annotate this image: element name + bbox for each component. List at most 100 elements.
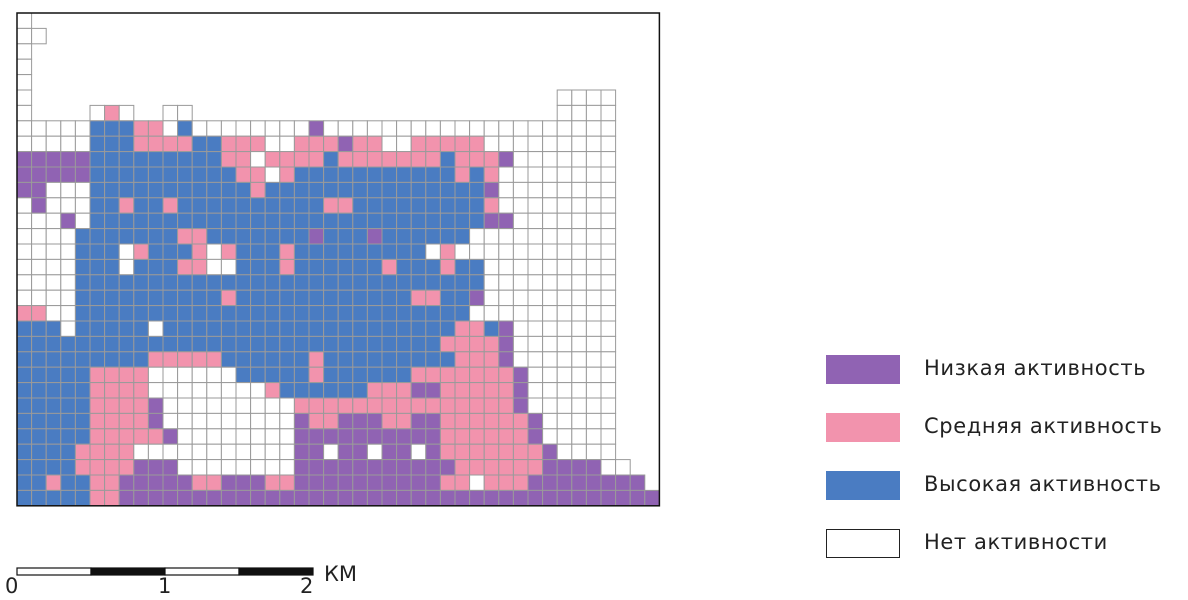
grid-cell <box>410 212 427 230</box>
grid-cell <box>74 397 91 414</box>
grid-cell <box>45 151 62 168</box>
grid-cell <box>308 459 325 476</box>
grid-cell <box>512 120 529 137</box>
grid-cell <box>162 443 179 461</box>
grid-cell <box>89 320 106 337</box>
grid-cell <box>31 212 47 230</box>
grid-cell <box>118 459 135 476</box>
grid-cell <box>469 181 485 199</box>
grid-cell <box>439 474 456 491</box>
grid-cell <box>206 228 222 245</box>
grid-cell <box>381 166 398 183</box>
grid-cell <box>104 320 120 337</box>
grid-cell <box>162 474 179 491</box>
grid-cell <box>527 351 544 368</box>
grid-cell <box>323 335 339 353</box>
grid-cell <box>16 382 33 399</box>
grid-cell <box>31 459 47 476</box>
grid-cell <box>512 166 529 183</box>
grid-cell <box>600 135 617 153</box>
grid-cell <box>454 181 471 199</box>
grid-cell <box>74 382 91 399</box>
grid-cell <box>16 428 33 445</box>
grid-cell <box>323 443 339 461</box>
grid-cell <box>293 135 310 153</box>
grid-cell <box>279 258 295 276</box>
grid-cell <box>264 397 281 414</box>
grid-cell <box>104 212 120 230</box>
grid-cell <box>308 335 325 353</box>
grid-cell <box>250 243 266 260</box>
grid-cell <box>352 397 368 414</box>
grid-cell <box>454 428 471 445</box>
grid-cell <box>425 274 441 291</box>
grid-cell <box>16 43 33 60</box>
grid-cell <box>483 120 500 137</box>
grid-cell <box>162 397 179 414</box>
grid-cell <box>191 366 208 384</box>
grid-cell <box>118 320 135 337</box>
grid-cell <box>264 289 281 307</box>
grid-cell <box>323 181 339 199</box>
grid-cell <box>162 412 179 430</box>
grid-cell <box>454 335 471 353</box>
grid-cell <box>293 274 310 291</box>
grid-cell <box>220 212 237 230</box>
grid-cell <box>206 258 222 276</box>
grid-cell <box>600 366 617 384</box>
grid-cell <box>264 443 281 461</box>
grid-cell <box>439 228 456 245</box>
grid-cell <box>162 197 179 214</box>
grid-cell <box>133 243 149 260</box>
grid-cell <box>396 166 412 183</box>
grid-cell <box>425 351 441 368</box>
grid-cell <box>235 428 252 445</box>
grid-cell <box>162 243 179 260</box>
grid-cell <box>118 166 135 183</box>
grid-cell <box>264 166 281 183</box>
grid-cell <box>410 181 427 199</box>
grid-cell <box>425 181 441 199</box>
grid-cell <box>483 412 500 430</box>
grid-cell <box>483 243 500 260</box>
grid-cell <box>206 243 222 260</box>
grid-cell <box>104 459 120 476</box>
grid-cell <box>337 412 354 430</box>
grid-cell <box>104 274 120 291</box>
grid-cell <box>454 228 471 245</box>
grid-cell <box>191 181 208 199</box>
grid-cell <box>512 228 529 245</box>
grid-cell <box>250 305 266 322</box>
grid-cell <box>16 335 33 353</box>
grid-cell <box>483 151 500 168</box>
grid-cell <box>337 459 354 476</box>
grid-cell <box>439 197 456 214</box>
grid-cell <box>542 120 558 137</box>
grid-cell <box>323 305 339 322</box>
grid-cell <box>118 382 135 399</box>
grid-cell <box>454 382 471 399</box>
grid-cell <box>542 489 558 507</box>
grid-cell <box>89 459 106 476</box>
grid-cell <box>527 212 544 230</box>
grid-cell <box>366 243 383 260</box>
grid-cell <box>469 258 485 276</box>
grid-cell <box>279 459 295 476</box>
grid-cell <box>323 166 339 183</box>
grid-cell <box>279 305 295 322</box>
grid-cell <box>16 289 33 307</box>
grid-cell <box>60 120 76 137</box>
grid-cell <box>585 120 602 137</box>
grid-cell <box>527 258 544 276</box>
grid-cell <box>571 274 587 291</box>
grid-cell <box>498 274 514 291</box>
grid-cell <box>264 274 281 291</box>
grid-cell <box>585 274 602 291</box>
grid-cell <box>45 305 62 322</box>
grid-cell <box>366 166 383 183</box>
grid-cell <box>585 320 602 337</box>
grid-cell <box>527 305 544 322</box>
grid-cell <box>469 274 485 291</box>
grid-cell <box>279 274 295 291</box>
grid-cell <box>308 243 325 260</box>
